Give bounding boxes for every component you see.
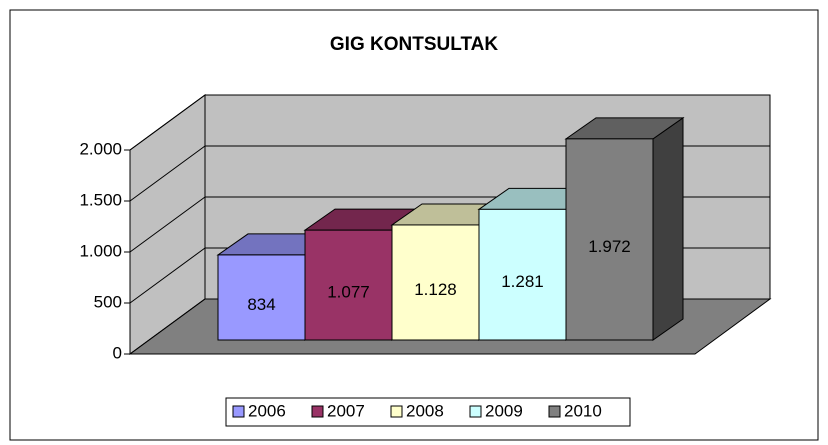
grid-line [129,196,206,253]
legend-swatch [390,405,403,418]
y-tick-label: 1.500 [79,190,122,209]
legend-swatch [311,405,324,418]
y-tick-label: 500 [94,292,122,311]
bar [478,208,567,341]
value-label: 1.281 [501,272,544,291]
value-label: 834 [247,295,275,314]
grid-line [129,247,206,304]
y-tick-label: 2.000 [79,139,122,158]
legend-box [225,397,631,427]
grid-line [129,298,206,355]
grid-line [129,94,206,151]
legend-label: 2009 [485,401,523,420]
y-tick-label: 1.000 [79,241,122,260]
bar-side [652,116,684,341]
legend-label: 2008 [406,401,444,420]
legend-swatch [232,405,245,418]
bar [391,224,480,341]
legend-label: 2006 [248,401,286,420]
legend-label: 2010 [564,401,602,420]
chart-title: GIG KONTSULTAK [330,34,498,55]
bar [565,138,654,341]
bar [304,229,393,341]
legend-swatch [548,405,561,418]
legend-swatch [469,405,482,418]
value-label: 1.077 [327,283,370,302]
y-tick-label: 0 [113,343,122,362]
value-label: 1.128 [414,280,457,299]
grid-line [129,145,206,202]
legend-label: 2007 [327,401,365,420]
value-label: 1.972 [588,237,631,256]
